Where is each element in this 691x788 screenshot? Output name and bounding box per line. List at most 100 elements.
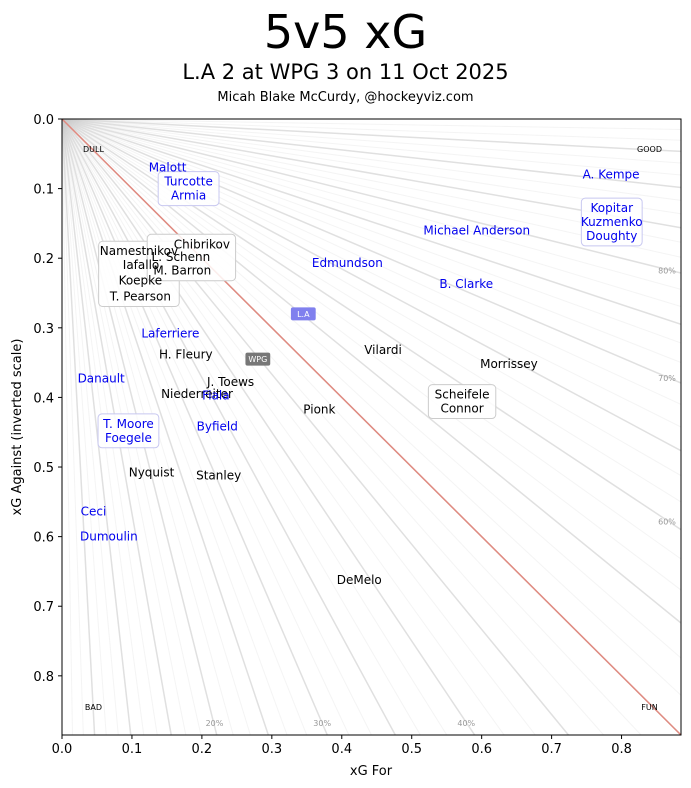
percent-labels: 20% 30% 40% 60% 70% 80% [206,267,677,728]
x-tick-label: 0.4 [331,742,352,757]
even-diagonal [62,119,681,735]
y-tick-label: 0.4 [33,391,54,406]
percentage-ray [62,119,681,364]
player-label-j-toews: J. Toews [206,375,254,389]
player-label-demelo: DeMelo [337,573,382,587]
player-label-iafallo: Iafallo [123,258,159,272]
player-label-t-pearson: T. Pearson [109,289,171,303]
percentage-ray [62,119,681,141]
percent-label: 30% [313,719,331,728]
y-tick-label: 0.6 [33,531,54,546]
percentage-ray [62,119,681,274]
percent-label: 60% [658,517,676,526]
player-label-doughty: Doughty [586,229,637,243]
y-tick-label: 0.3 [33,322,54,337]
player-label-michael-anderson: Michael Anderson [423,223,530,237]
page-title: 5v5 xG [263,5,428,59]
percentage-ray [62,119,132,735]
player-label-t-moore: T. Moore [102,417,154,431]
player-label-kopitar: Kopitar [590,201,633,215]
label-box [97,413,160,449]
player-label-edmundson: Edmundson [312,256,383,270]
y-tick-label: 0.7 [33,600,54,615]
game-subtitle: L.A 2 at WPG 3 on 11 Oct 2025 [182,60,509,84]
percentage-ray [62,119,372,735]
percentage-ray [62,119,681,384]
author-byline: Micah Blake McCurdy, @hockeyviz.com [217,90,474,105]
player-label-b-clarke: B. Clarke [439,277,493,291]
percentage-ray [62,119,476,735]
percentage-ray [62,119,681,428]
y-tick-label: 0.8 [33,670,54,685]
player-label-namestnikov: Namestnikov [100,244,178,258]
player-label-chibrikov: Chibrikov [174,237,230,251]
percentage-ray [62,119,681,189]
percentage-ray [62,119,448,735]
team-label-l-a: L.A [297,310,310,319]
percentage-ray [62,119,681,290]
percent-label: 20% [206,719,224,728]
player-label-koepke: Koepke [119,273,163,287]
label-box [580,197,643,247]
y-axis: 0.0 0.1 0.2 0.3 0.4 0.5 0.6 0.7 0.8 [33,113,62,685]
corner-labels: DULL GOOD BAD FUN [83,145,662,712]
percentage-ray [62,119,681,243]
corner-label-dull: DULL [83,145,104,154]
percentage-ray [62,119,681,215]
player-label-m-barron: M. Barron [153,264,211,278]
player-label-foegele: Foegele [105,431,152,445]
percentage-rays [62,119,681,735]
player-label-scheifele: Scheifele [435,388,490,402]
x-axis-label: xG For [350,764,393,779]
corner-label-bad: BAD [85,703,102,712]
label-box [157,171,220,207]
team-labels: L.A WPG [245,307,316,366]
x-tick-label: 0.0 [52,742,73,757]
y-tick-label: 0.1 [33,183,54,198]
y-tick-label: 0.0 [33,113,54,128]
percentage-ray [62,119,505,735]
percentage-ray [62,119,681,344]
player-label-ceci: Ceci [81,505,107,519]
label-box [146,233,237,282]
player-label-byfield: Byfield [197,420,238,434]
y-tick-label: 0.2 [33,252,54,267]
percentage-ray [62,119,681,624]
percentage-ray [62,119,681,229]
label-box [427,384,497,420]
x-axis: 0.0 0.1 0.2 0.3 0.4 0.5 0.6 0.7 0.8 [52,735,632,757]
percentage-ray [62,119,350,735]
diagonal-line [62,119,681,735]
player-label-nyquist: Nyquist [129,466,175,480]
player-label-malott: Malott [149,161,187,175]
y-axis-label: xG Against (inverted scale) [10,339,25,516]
plot-frame [61,118,682,736]
x-tick-label: 0.6 [471,742,492,757]
player-label-turcotte: Turcotte [163,175,213,189]
percentage-ray [62,119,681,201]
x-tick-label: 0.8 [611,742,632,757]
player-label-pionk: Pionk [303,402,335,416]
corner-label-fun: FUN [641,703,657,712]
player-label-danault: Danault [78,372,125,386]
percentage-ray [62,119,536,735]
percentage-ray [62,119,396,735]
player-label-fiala: Fiala [202,388,229,402]
percentage-ray [62,119,73,735]
x-tick-label: 0.3 [261,742,282,757]
percentage-ray [62,119,681,405]
percentage-ray [62,119,681,258]
percentage-ray [62,119,681,176]
team-box-l-a [290,307,316,321]
x-tick-label: 0.5 [401,742,422,757]
percent-label: 40% [457,719,475,728]
percentage-ray [62,119,308,735]
percentage-ray [62,119,681,130]
player-label-l-schenn: L. Schenn [152,250,211,264]
x-tick-label: 0.7 [541,742,562,757]
player-label-vilardi: Vilardi [364,343,402,357]
team-box-wpg [245,352,271,366]
percentage-ray [62,119,96,735]
